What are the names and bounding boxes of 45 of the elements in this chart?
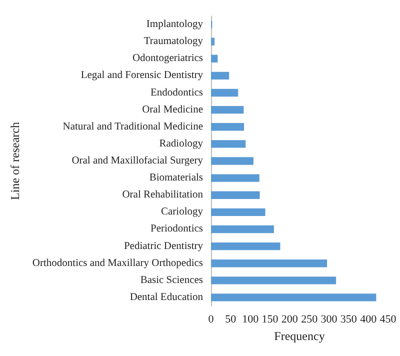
y-tick-label: Odontogeriatrics bbox=[132, 53, 203, 64]
y-tick-label: Biomaterials bbox=[149, 172, 203, 184]
y-tick-label: Oral Rehabilitation bbox=[122, 190, 204, 201]
bar bbox=[211, 191, 260, 199]
y-tick-label: Radiology bbox=[159, 138, 204, 150]
bar bbox=[211, 88, 238, 97]
bar bbox=[211, 38, 215, 46]
bar bbox=[211, 174, 260, 182]
y-tick-label: Orthodontics and Maxillary Orthopedics bbox=[32, 258, 203, 269]
x-tick-label: 400 bbox=[360, 314, 378, 326]
bar bbox=[211, 208, 266, 216]
bar bbox=[211, 72, 230, 80]
x-axis-title: Frequency bbox=[274, 329, 325, 343]
y-tick-label: Oral Medicine bbox=[142, 104, 204, 116]
bar bbox=[211, 140, 246, 148]
bar bbox=[211, 276, 336, 284]
y-tick-label: Pediatric Dentistry bbox=[124, 240, 204, 252]
bar bbox=[211, 242, 280, 250]
x-tick-label: 300 bbox=[320, 314, 338, 326]
bar bbox=[211, 54, 218, 62]
y-tick-label: Periodontics bbox=[150, 224, 203, 235]
y-tick-label: Cariology bbox=[161, 206, 204, 218]
x-tick-label: 150 bbox=[262, 314, 279, 326]
bar bbox=[211, 123, 244, 131]
x-tick-label: 450 bbox=[380, 314, 397, 326]
y-tick-label: Endodontics bbox=[150, 87, 203, 98]
x-tick-label: 250 bbox=[301, 314, 318, 326]
x-tick-label: 350 bbox=[340, 314, 358, 326]
y-tick-label: Oral and Maxillofacial Surgery bbox=[72, 156, 204, 166]
bar bbox=[211, 260, 328, 268]
y-tick-label: Natural and Traditional Medicine bbox=[62, 121, 204, 132]
x-tick-label: 200 bbox=[281, 314, 298, 326]
bar bbox=[211, 294, 376, 302]
bar bbox=[211, 225, 274, 234]
y-tick-label: Implantology bbox=[146, 19, 204, 30]
y-tick-label: Basic Sciences bbox=[140, 274, 203, 286]
y-tick-label: Legal and Forensic Dentistry bbox=[80, 70, 204, 82]
y-axis-title: Line of research bbox=[8, 122, 22, 200]
y-tick-label: Traumatology bbox=[144, 36, 204, 48]
bar bbox=[211, 106, 244, 114]
y-tick-label: Dental Education bbox=[130, 292, 204, 303]
x-tick-label: 50 bbox=[225, 314, 237, 326]
bar bbox=[211, 157, 254, 165]
x-tick-label: 100 bbox=[242, 314, 260, 326]
x-tick-label: 0 bbox=[208, 314, 214, 326]
